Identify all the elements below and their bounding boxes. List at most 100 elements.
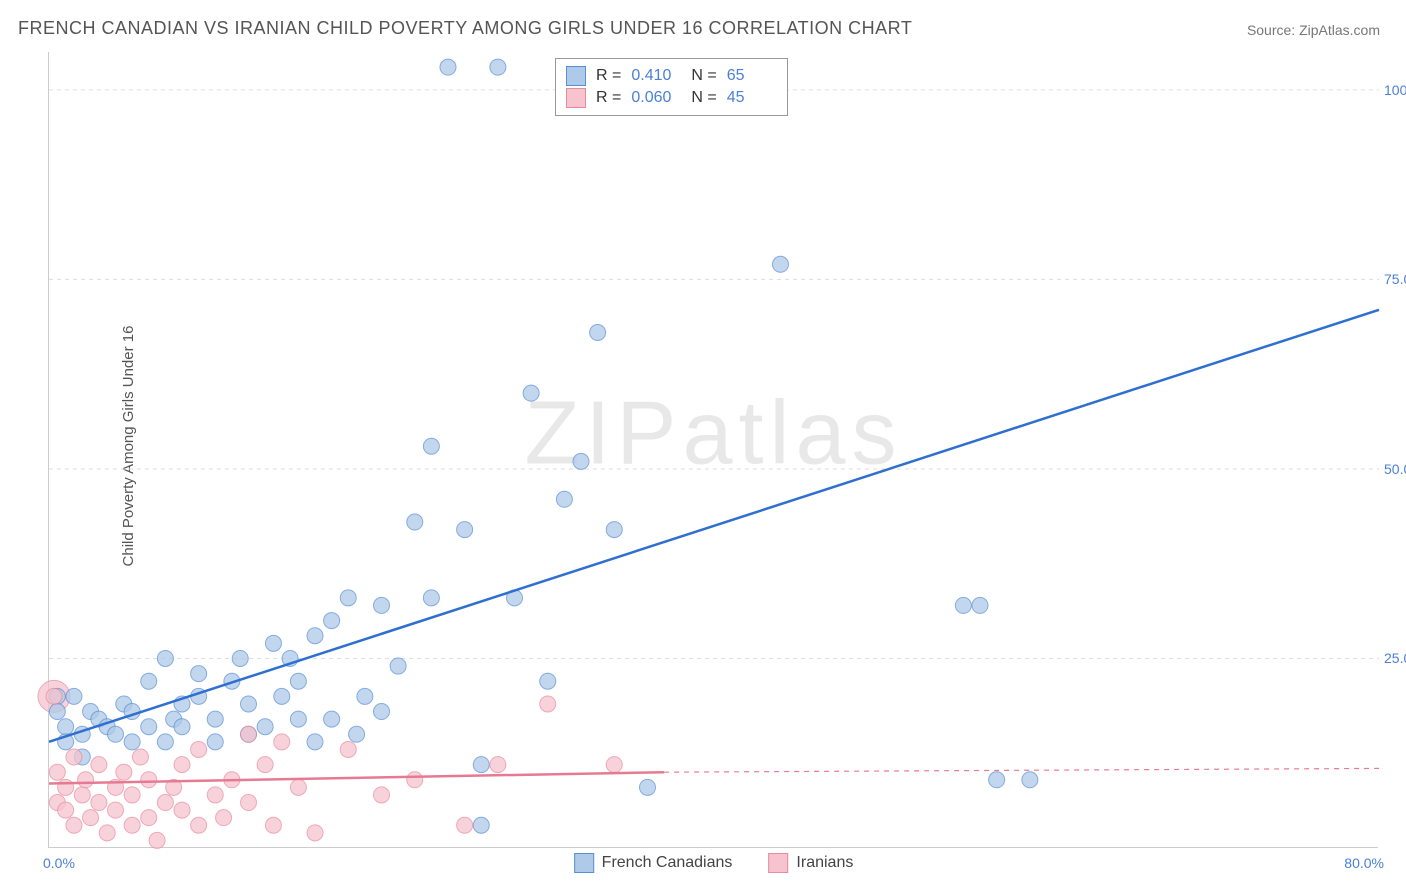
scatter-point (66, 749, 82, 765)
scatter-point (773, 256, 789, 272)
legend-bottom: French Canadians Iranians (574, 853, 854, 873)
scatter-point (207, 734, 223, 750)
scatter-point (149, 832, 165, 848)
scatter-point (1022, 772, 1038, 788)
legend-swatch (768, 853, 788, 873)
scatter-point (232, 650, 248, 666)
source-name: ZipAtlas.com (1299, 22, 1380, 38)
scatter-point (66, 688, 82, 704)
scatter-point (407, 514, 423, 530)
scatter-point (157, 795, 173, 811)
scatter-point (66, 817, 82, 833)
y-tick-label: 25.0% (1384, 650, 1406, 666)
scatter-point (58, 802, 74, 818)
legend-r-value: 0.410 (631, 65, 681, 87)
legend-n-value: 65 (727, 65, 777, 87)
x-tick-label: 0.0% (43, 855, 75, 871)
scatter-point (357, 688, 373, 704)
scatter-point (191, 741, 207, 757)
scatter-point (91, 795, 107, 811)
scatter-point (141, 772, 157, 788)
scatter-point (108, 726, 124, 742)
scatter-point (141, 719, 157, 735)
scatter-point (307, 825, 323, 841)
scatter-point (207, 711, 223, 727)
legend-bottom-item: French Canadians (574, 853, 733, 873)
scatter-point (78, 772, 94, 788)
legend-bottom-item: Iranians (768, 853, 853, 873)
scatter-point (99, 825, 115, 841)
scatter-point (556, 491, 572, 507)
y-tick-label: 100.0% (1384, 82, 1406, 98)
legend-r-value: 0.060 (631, 87, 681, 109)
scatter-point (265, 817, 281, 833)
scatter-point (523, 385, 539, 401)
scatter-point (457, 522, 473, 538)
scatter-point (174, 719, 190, 735)
scatter-point (590, 324, 606, 340)
scatter-point (490, 59, 506, 75)
scatter-point (290, 711, 306, 727)
scatter-point (540, 673, 556, 689)
scatter-point (108, 802, 124, 818)
scatter-point (74, 787, 90, 803)
scatter-point (490, 757, 506, 773)
scatter-point (241, 696, 257, 712)
scatter-point (274, 688, 290, 704)
scatter-point (132, 749, 148, 765)
scatter-point (390, 658, 406, 674)
scatter-point (265, 635, 281, 651)
scatter-point (141, 673, 157, 689)
scatter-point (49, 704, 65, 720)
scatter-point (46, 688, 62, 704)
scatter-point (349, 726, 365, 742)
legend-swatch (566, 88, 586, 108)
scatter-point (290, 779, 306, 795)
scatter-point (457, 817, 473, 833)
source-attribution: Source: ZipAtlas.com (1247, 22, 1380, 38)
scatter-point (374, 787, 390, 803)
legend-n-label: N = (691, 65, 716, 87)
scatter-point (58, 719, 74, 735)
legend-top-row: R = 0.410 N = 65 (566, 65, 777, 87)
chart-title: FRENCH CANADIAN VS IRANIAN CHILD POVERTY… (18, 18, 912, 39)
scatter-point (58, 779, 74, 795)
scatter-point (440, 59, 456, 75)
source-prefix: Source: (1247, 22, 1299, 38)
legend-swatch (574, 853, 594, 873)
legend-n-value: 45 (727, 87, 777, 109)
scatter-point (473, 817, 489, 833)
scatter-point (124, 787, 140, 803)
scatter-point (257, 757, 273, 773)
scatter-point (216, 810, 232, 826)
chart-svg (49, 52, 1378, 847)
scatter-point (374, 704, 390, 720)
scatter-point (241, 795, 257, 811)
scatter-point (274, 734, 290, 750)
scatter-point (307, 628, 323, 644)
scatter-point (473, 757, 489, 773)
legend-series-label: French Canadians (602, 854, 733, 872)
scatter-point (324, 711, 340, 727)
scatter-point (955, 597, 971, 613)
legend-r-label: R = (596, 87, 621, 109)
scatter-point (374, 597, 390, 613)
scatter-point (257, 719, 273, 735)
scatter-point (191, 817, 207, 833)
scatter-point (640, 779, 656, 795)
scatter-point (124, 734, 140, 750)
scatter-point (307, 734, 323, 750)
scatter-point (174, 802, 190, 818)
legend-r-label: R = (596, 65, 621, 87)
scatter-point (124, 817, 140, 833)
scatter-point (207, 787, 223, 803)
scatter-point (606, 522, 622, 538)
scatter-point (407, 772, 423, 788)
scatter-point (83, 810, 99, 826)
scatter-point (606, 757, 622, 773)
scatter-point (116, 764, 132, 780)
y-tick-label: 50.0% (1384, 461, 1406, 477)
scatter-point (157, 650, 173, 666)
scatter-point (241, 726, 257, 742)
scatter-point (340, 741, 356, 757)
